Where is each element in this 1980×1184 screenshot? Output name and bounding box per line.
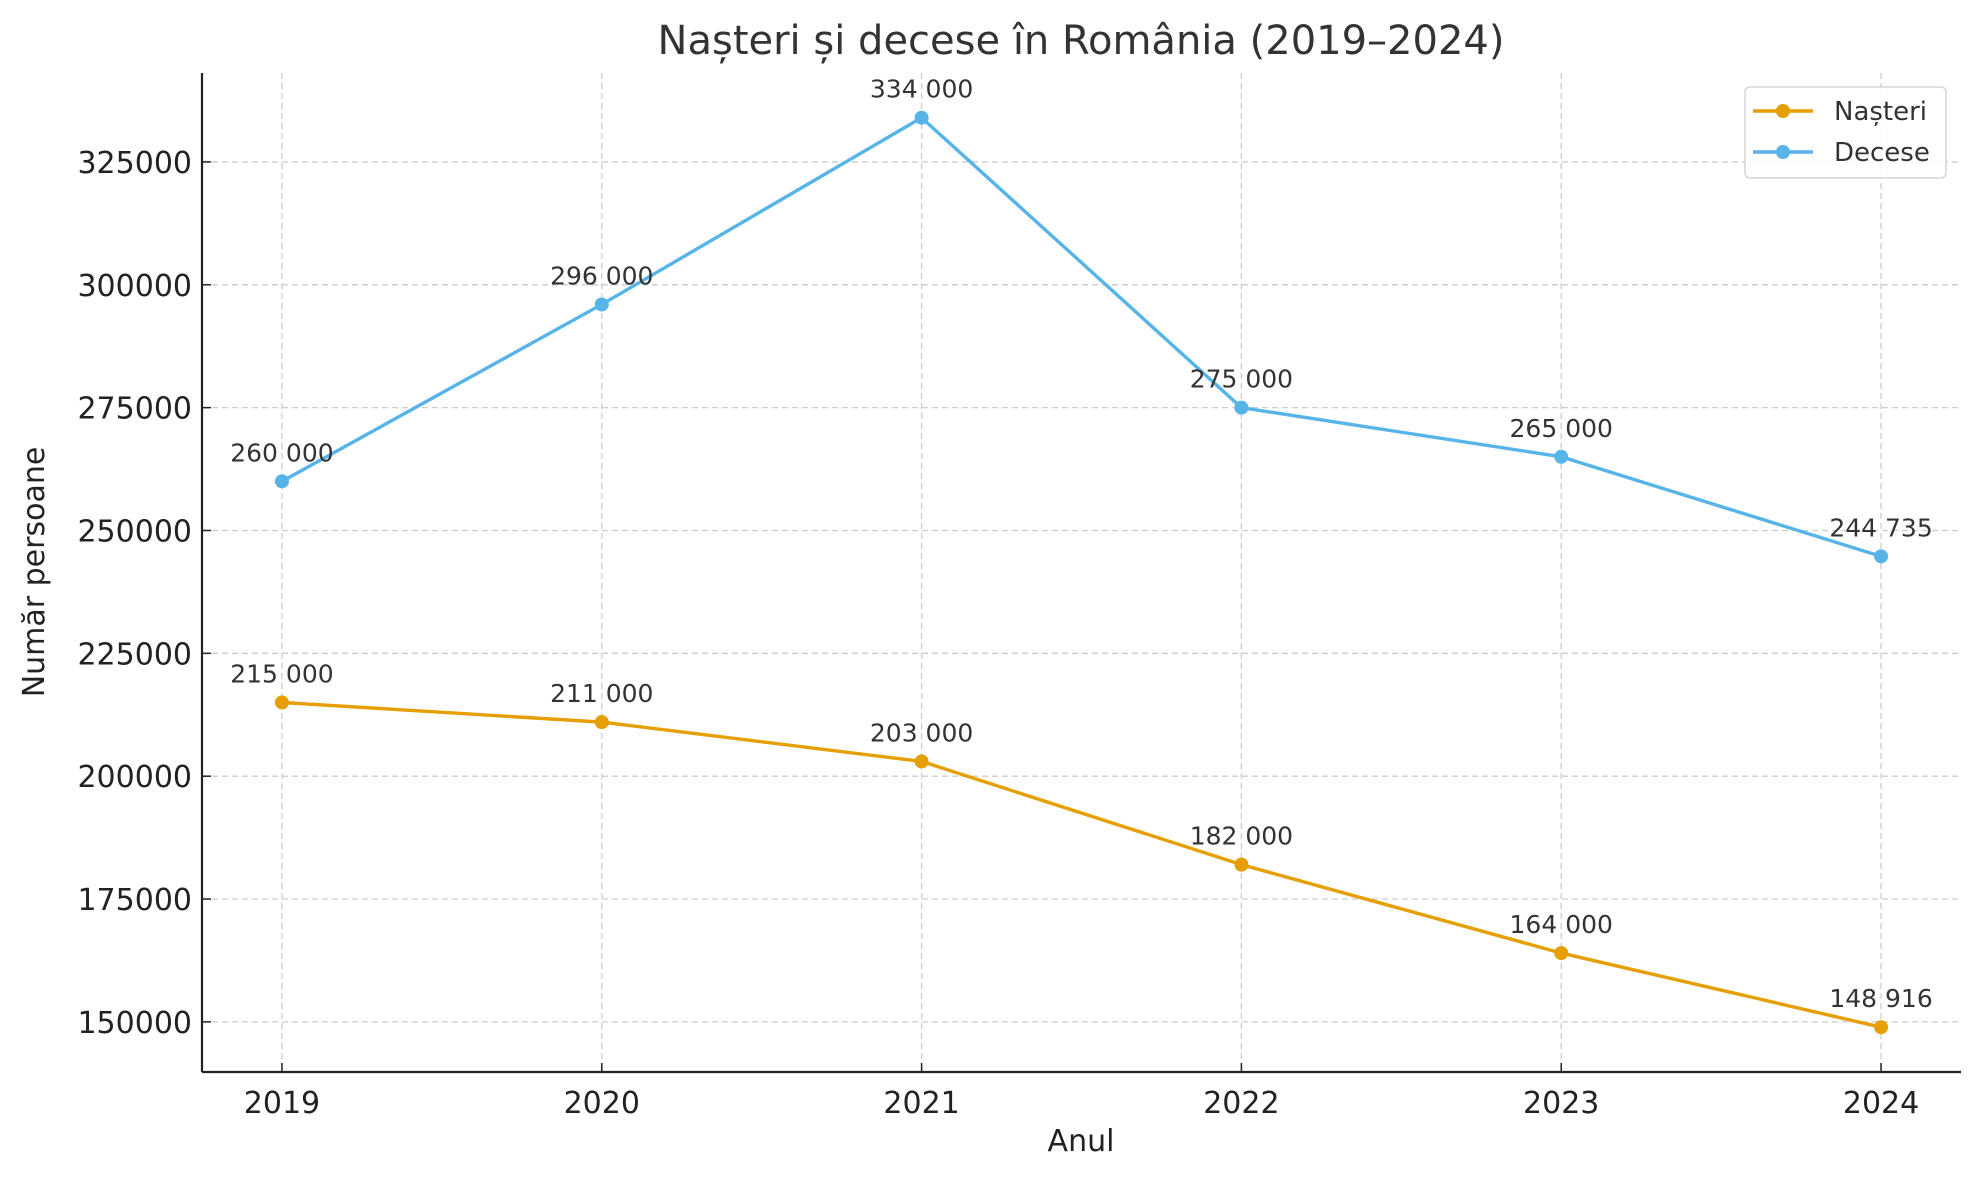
- chart-title: Nașteri și decese în România (2019–2024): [658, 18, 1505, 64]
- data-point: [1234, 857, 1249, 872]
- data-label: 275 000: [1190, 365, 1293, 394]
- data-label: 182 000: [1190, 822, 1293, 851]
- series-line: [281, 700, 1882, 1029]
- data-point: [1874, 549, 1889, 564]
- data-point: [914, 754, 929, 769]
- data-label: 334 000: [870, 75, 973, 104]
- data-point: [274, 695, 289, 710]
- legend-label: Decese: [1834, 138, 1930, 168]
- data-point: [594, 297, 609, 312]
- data-label: 211 000: [550, 679, 653, 708]
- x-tick-label: 2023: [1523, 1086, 1599, 1121]
- x-tick-label: 2021: [883, 1086, 959, 1121]
- x-tick-label: 2022: [1203, 1086, 1279, 1121]
- x-axis-label: Anul: [1048, 1124, 1115, 1159]
- legend: Nașteri Decese: [1744, 86, 1947, 179]
- data-point: [594, 715, 609, 730]
- y-tick-label: 225000: [77, 637, 192, 672]
- series-decese: 260 000 296 000 334 000 275 000 265 000 244 7…: [230, 75, 1933, 564]
- y-tick-label: 175000: [77, 883, 192, 918]
- y-tick-label: 200000: [77, 760, 192, 795]
- data-label: 203 000: [870, 718, 973, 747]
- y-tick-label: 325000: [77, 146, 192, 181]
- legend-label: Nașteri: [1834, 97, 1927, 127]
- x-tick-label: 2024: [1843, 1086, 1919, 1121]
- data-point: [1554, 449, 1569, 464]
- y-tick-label: 300000: [77, 269, 192, 304]
- series-line: [281, 115, 1882, 558]
- y-tick-label: 150000: [77, 1006, 192, 1041]
- data-label: 296 000: [550, 261, 653, 290]
- y-axis-label: Număr persoane: [17, 447, 52, 698]
- data-point: [914, 110, 929, 125]
- data-point: [1554, 946, 1569, 961]
- y-tick-label: 250000: [77, 514, 192, 549]
- series-nașteri: 215 000 211 000 203 000 182 000 164 000 148 9…: [230, 659, 1933, 1035]
- x-tick-label: 2020: [564, 1086, 640, 1121]
- data-label: 215 000: [230, 659, 333, 688]
- data-point: [1874, 1020, 1889, 1035]
- data-label: 260 000: [230, 438, 333, 467]
- x-tick-label: 2019: [244, 1086, 320, 1121]
- data-point: [274, 474, 289, 489]
- data-label: 164 000: [1510, 910, 1613, 939]
- data-point: [1234, 400, 1249, 415]
- legend-marker: [1776, 104, 1790, 118]
- data-label: 265 000: [1510, 414, 1613, 443]
- data-label: 148 916: [1829, 984, 1932, 1013]
- legend-marker: [1776, 145, 1790, 159]
- data-label: 244 735: [1829, 513, 1932, 542]
- y-tick-label: 275000: [77, 392, 192, 427]
